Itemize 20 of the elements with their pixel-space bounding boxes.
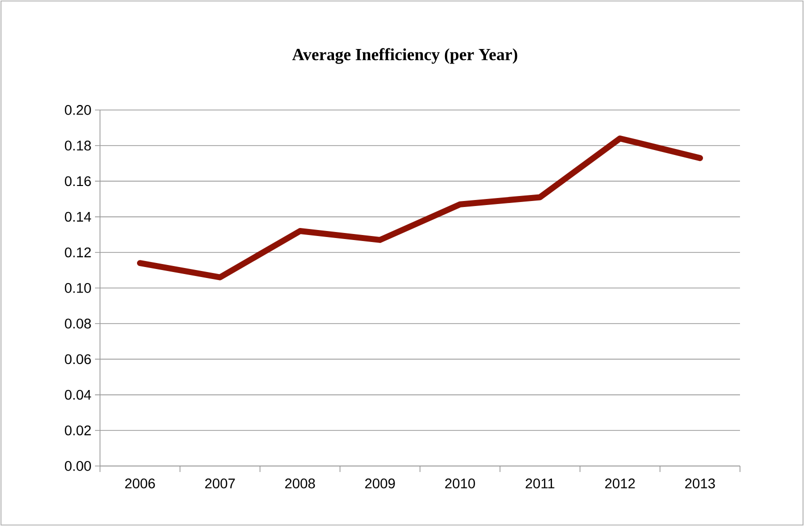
y-tick-label: 0.14	[64, 212, 92, 222]
y-tick-label: 0.06	[64, 354, 91, 364]
chart-title: Average Inefficiency (per Year)	[292, 48, 518, 64]
y-tick-label: 0.00	[64, 461, 91, 471]
x-tick-label: 2006	[125, 478, 155, 488]
x-tick-label: 2007	[205, 478, 235, 488]
y-tick-label: 0.20	[64, 105, 91, 115]
x-tick-label: 2012	[605, 478, 635, 488]
y-tick-label: 0.02	[64, 425, 91, 436]
x-tick-label: 2010	[445, 478, 475, 488]
y-tick-label: 0.04	[64, 390, 92, 400]
x-tick-label: 2013	[685, 478, 715, 488]
y-tick-label: 0.10	[64, 283, 91, 293]
x-tick-label: 2011	[526, 478, 554, 488]
x-tick-label: 2009	[365, 478, 395, 488]
y-tick-label: 0.12	[64, 247, 91, 258]
y-tick-label: 0.16	[64, 176, 91, 186]
y-tick-label: 0.08	[64, 318, 91, 329]
x-tick-label: 2008	[285, 478, 315, 488]
y-tick-label: 0.18	[64, 140, 91, 151]
